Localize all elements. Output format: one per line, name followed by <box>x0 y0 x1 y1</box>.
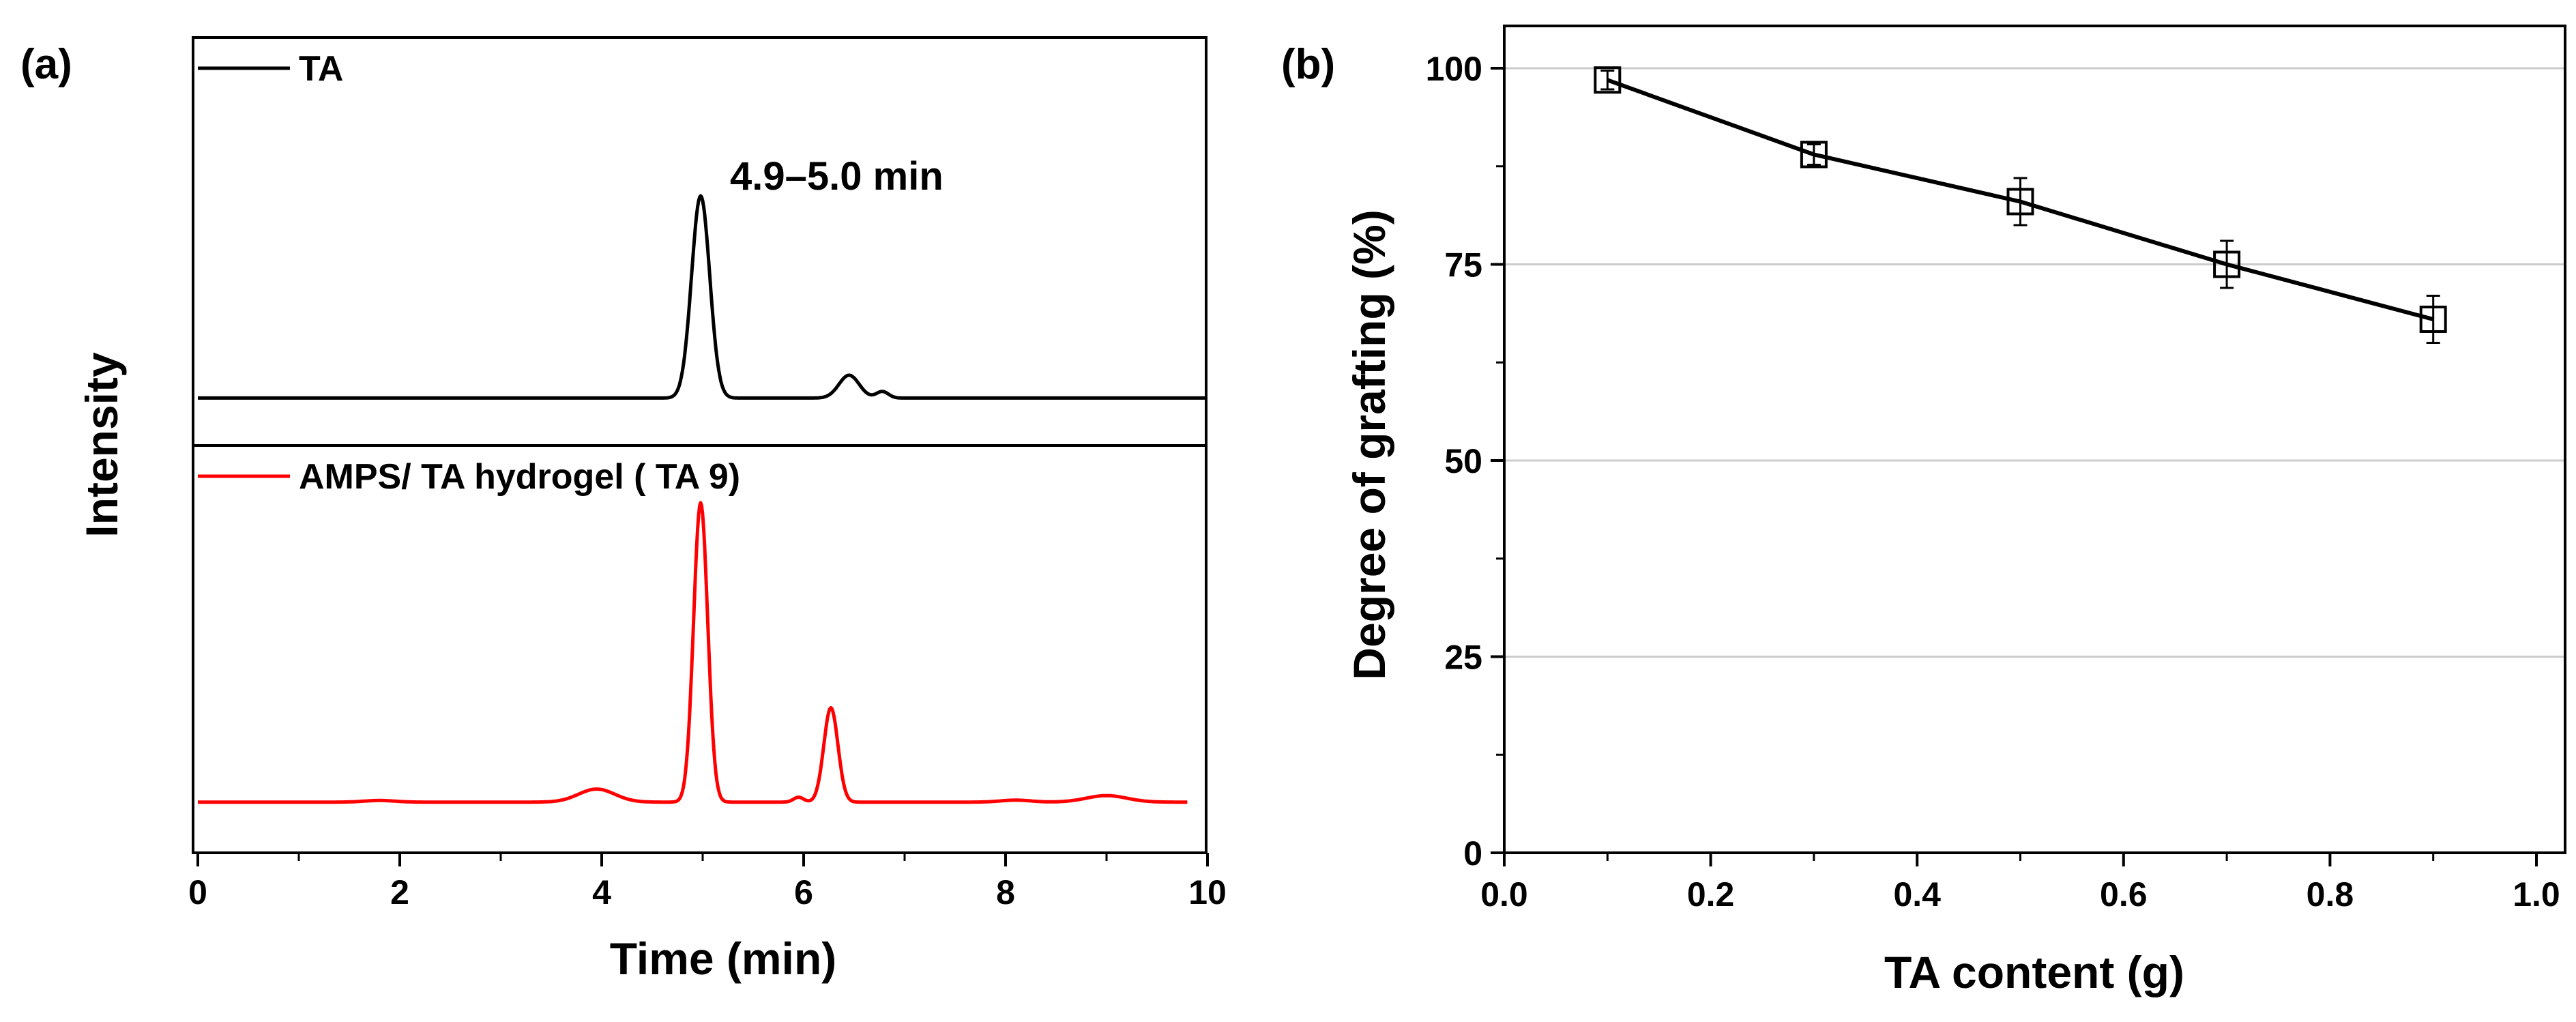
panel-b-x-tick-label: 0.8 <box>2307 875 2354 914</box>
panel-b-y-tick-label: 75 <box>1444 246 1482 284</box>
panel-a-x-axis-title: Time (min) <box>610 933 836 984</box>
data-point <box>2213 239 2241 289</box>
panel-b-y-tick-label: 0 <box>1463 834 1482 873</box>
panel-a: (a) TA AMPS/ TA hydrogel ( TA 9) 4.9–5.0… <box>20 36 1227 984</box>
trace-hydrogel-line <box>197 501 1188 804</box>
square-marker <box>2419 306 2447 333</box>
peak-annotation: 4.9–5.0 min <box>730 154 943 199</box>
square-marker <box>2006 188 2034 216</box>
data-point <box>1594 66 1622 94</box>
square-marker <box>2213 250 2241 278</box>
panel-b-y-tick-label: 100 <box>1426 50 1482 88</box>
panel-b-x-ticks: 0.0 0.2 0.4 0.6 0.8 1.0 <box>1480 853 2560 914</box>
trace-ta-line <box>197 194 1208 400</box>
panel-a-x-tick-label: 8 <box>996 873 1015 911</box>
panel-a-x-tick-label: 10 <box>1188 873 1227 911</box>
panel-a-x-tick-label: 6 <box>794 873 813 911</box>
panel-a-x-tick-label: 4 <box>592 873 611 911</box>
panel-b-x-tick-label: 0.2 <box>1687 875 1735 914</box>
data-point <box>1800 141 1828 169</box>
legend-hydrogel-label: AMPS/ TA hydrogel ( TA 9) <box>299 457 740 497</box>
panel-b-label: (b) <box>1281 41 1335 88</box>
panel-b-y-ticks: 0 25 50 75 100 <box>1426 50 1504 873</box>
legend-ta-label: TA <box>299 49 343 89</box>
panel-b-x-tick-label: 0.4 <box>1893 875 1941 914</box>
panel-b-y-tick-label: 50 <box>1444 442 1482 480</box>
square-marker <box>1800 141 1828 169</box>
panel-a-x-tick-label: 0 <box>188 873 207 911</box>
panel-b-frame <box>1503 25 2566 854</box>
panel-b: (b) 0 25 50 75 100 0.0 0.2 0.4 0.6 0.8 1.0 TA con… <box>1281 25 2566 997</box>
panel-b-grid <box>1504 67 2565 658</box>
panel-b-x-tick-label: 1.0 <box>2513 875 2560 914</box>
panel-b-y-tick-label: 25 <box>1444 639 1482 677</box>
data-point <box>2006 177 2034 227</box>
data-point <box>2419 295 2447 344</box>
panel-b-y-axis-title: Degree of grafting (%) <box>1344 209 1394 680</box>
panel-b-x-tick-label: 0.6 <box>2100 875 2148 914</box>
panel-a-y-axis-title: Intensity <box>76 352 127 538</box>
panel-a-x-tick-label: 2 <box>390 873 409 911</box>
panel-b-x-tick-label: 0.0 <box>1480 875 1528 914</box>
panel-a-x-ticks: 0 2 4 6 8 10 <box>188 853 1227 911</box>
grafting-series-points <box>1594 66 2447 344</box>
panel-a-label: (a) <box>20 41 72 88</box>
panel-b-x-axis-title: TA content (g) <box>1884 947 2184 997</box>
square-marker <box>1594 66 1622 94</box>
